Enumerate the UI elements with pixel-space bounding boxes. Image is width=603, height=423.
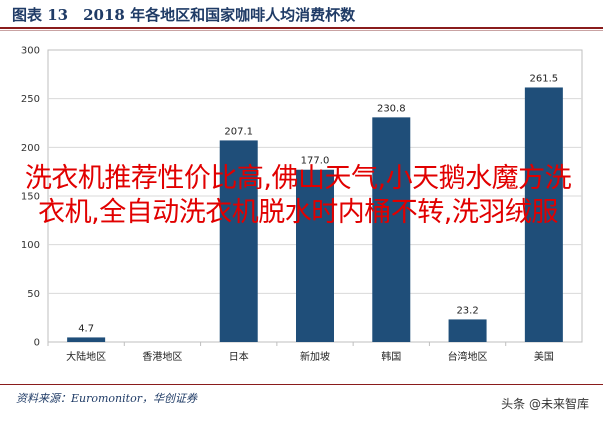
overlay-text: 洗衣机推荐性价比高,佛山天气,小天鹅水魔方洗衣机,全自动洗衣机脱水时内桶不转,洗… <box>24 163 572 228</box>
y-tick-label: 100 <box>21 240 40 251</box>
bar <box>448 319 487 342</box>
data-label: 4.7 <box>78 323 94 334</box>
watermark: 头条 @未来智库 <box>501 397 589 411</box>
y-tick-label: 200 <box>21 143 40 154</box>
bar <box>372 117 411 342</box>
category-label: 大陆地区 <box>66 350 106 363</box>
category-label: 美国 <box>534 350 554 363</box>
category-label: 韩国 <box>381 350 401 363</box>
category-label: 新加坡 <box>300 350 330 363</box>
data-label: 207.1 <box>224 126 253 137</box>
data-label: 261.5 <box>530 73 559 84</box>
bar <box>296 169 334 342</box>
data-label: 177.0 <box>301 156 330 167</box>
source-note: 资料来源：Euromonitor，华创证券 <box>16 392 197 405</box>
y-tick-label: 50 <box>27 289 40 300</box>
bar <box>67 337 106 342</box>
bar <box>524 87 563 342</box>
category-label: 日本 <box>229 350 249 363</box>
y-tick-label: 150 <box>21 192 40 203</box>
title-divider <box>0 27 603 29</box>
y-tick-label: 300 <box>21 46 40 57</box>
y-tick-label: 0 <box>34 338 40 349</box>
data-label: 23.2 <box>456 305 478 316</box>
page-title: 图表 13 2018 年各地区和国家咖啡人均消费杯数 <box>12 6 356 24</box>
category-label: 台湾地区 <box>448 350 488 363</box>
y-tick-label: 250 <box>21 94 40 105</box>
bar-chart: 0 50 100 150 200 250 300 4.7 大陆地区 香港地区 207.1 日本 177.… <box>21 46 583 363</box>
title-bar: 图表 13 2018 年各地区和国家咖啡人均消费杯数 <box>0 0 603 26</box>
data-label: 230.8 <box>377 103 406 114</box>
title-divider-thin <box>0 30 603 31</box>
category-label: 香港地区 <box>142 350 182 363</box>
bar <box>219 140 258 342</box>
source-divider <box>0 384 603 385</box>
